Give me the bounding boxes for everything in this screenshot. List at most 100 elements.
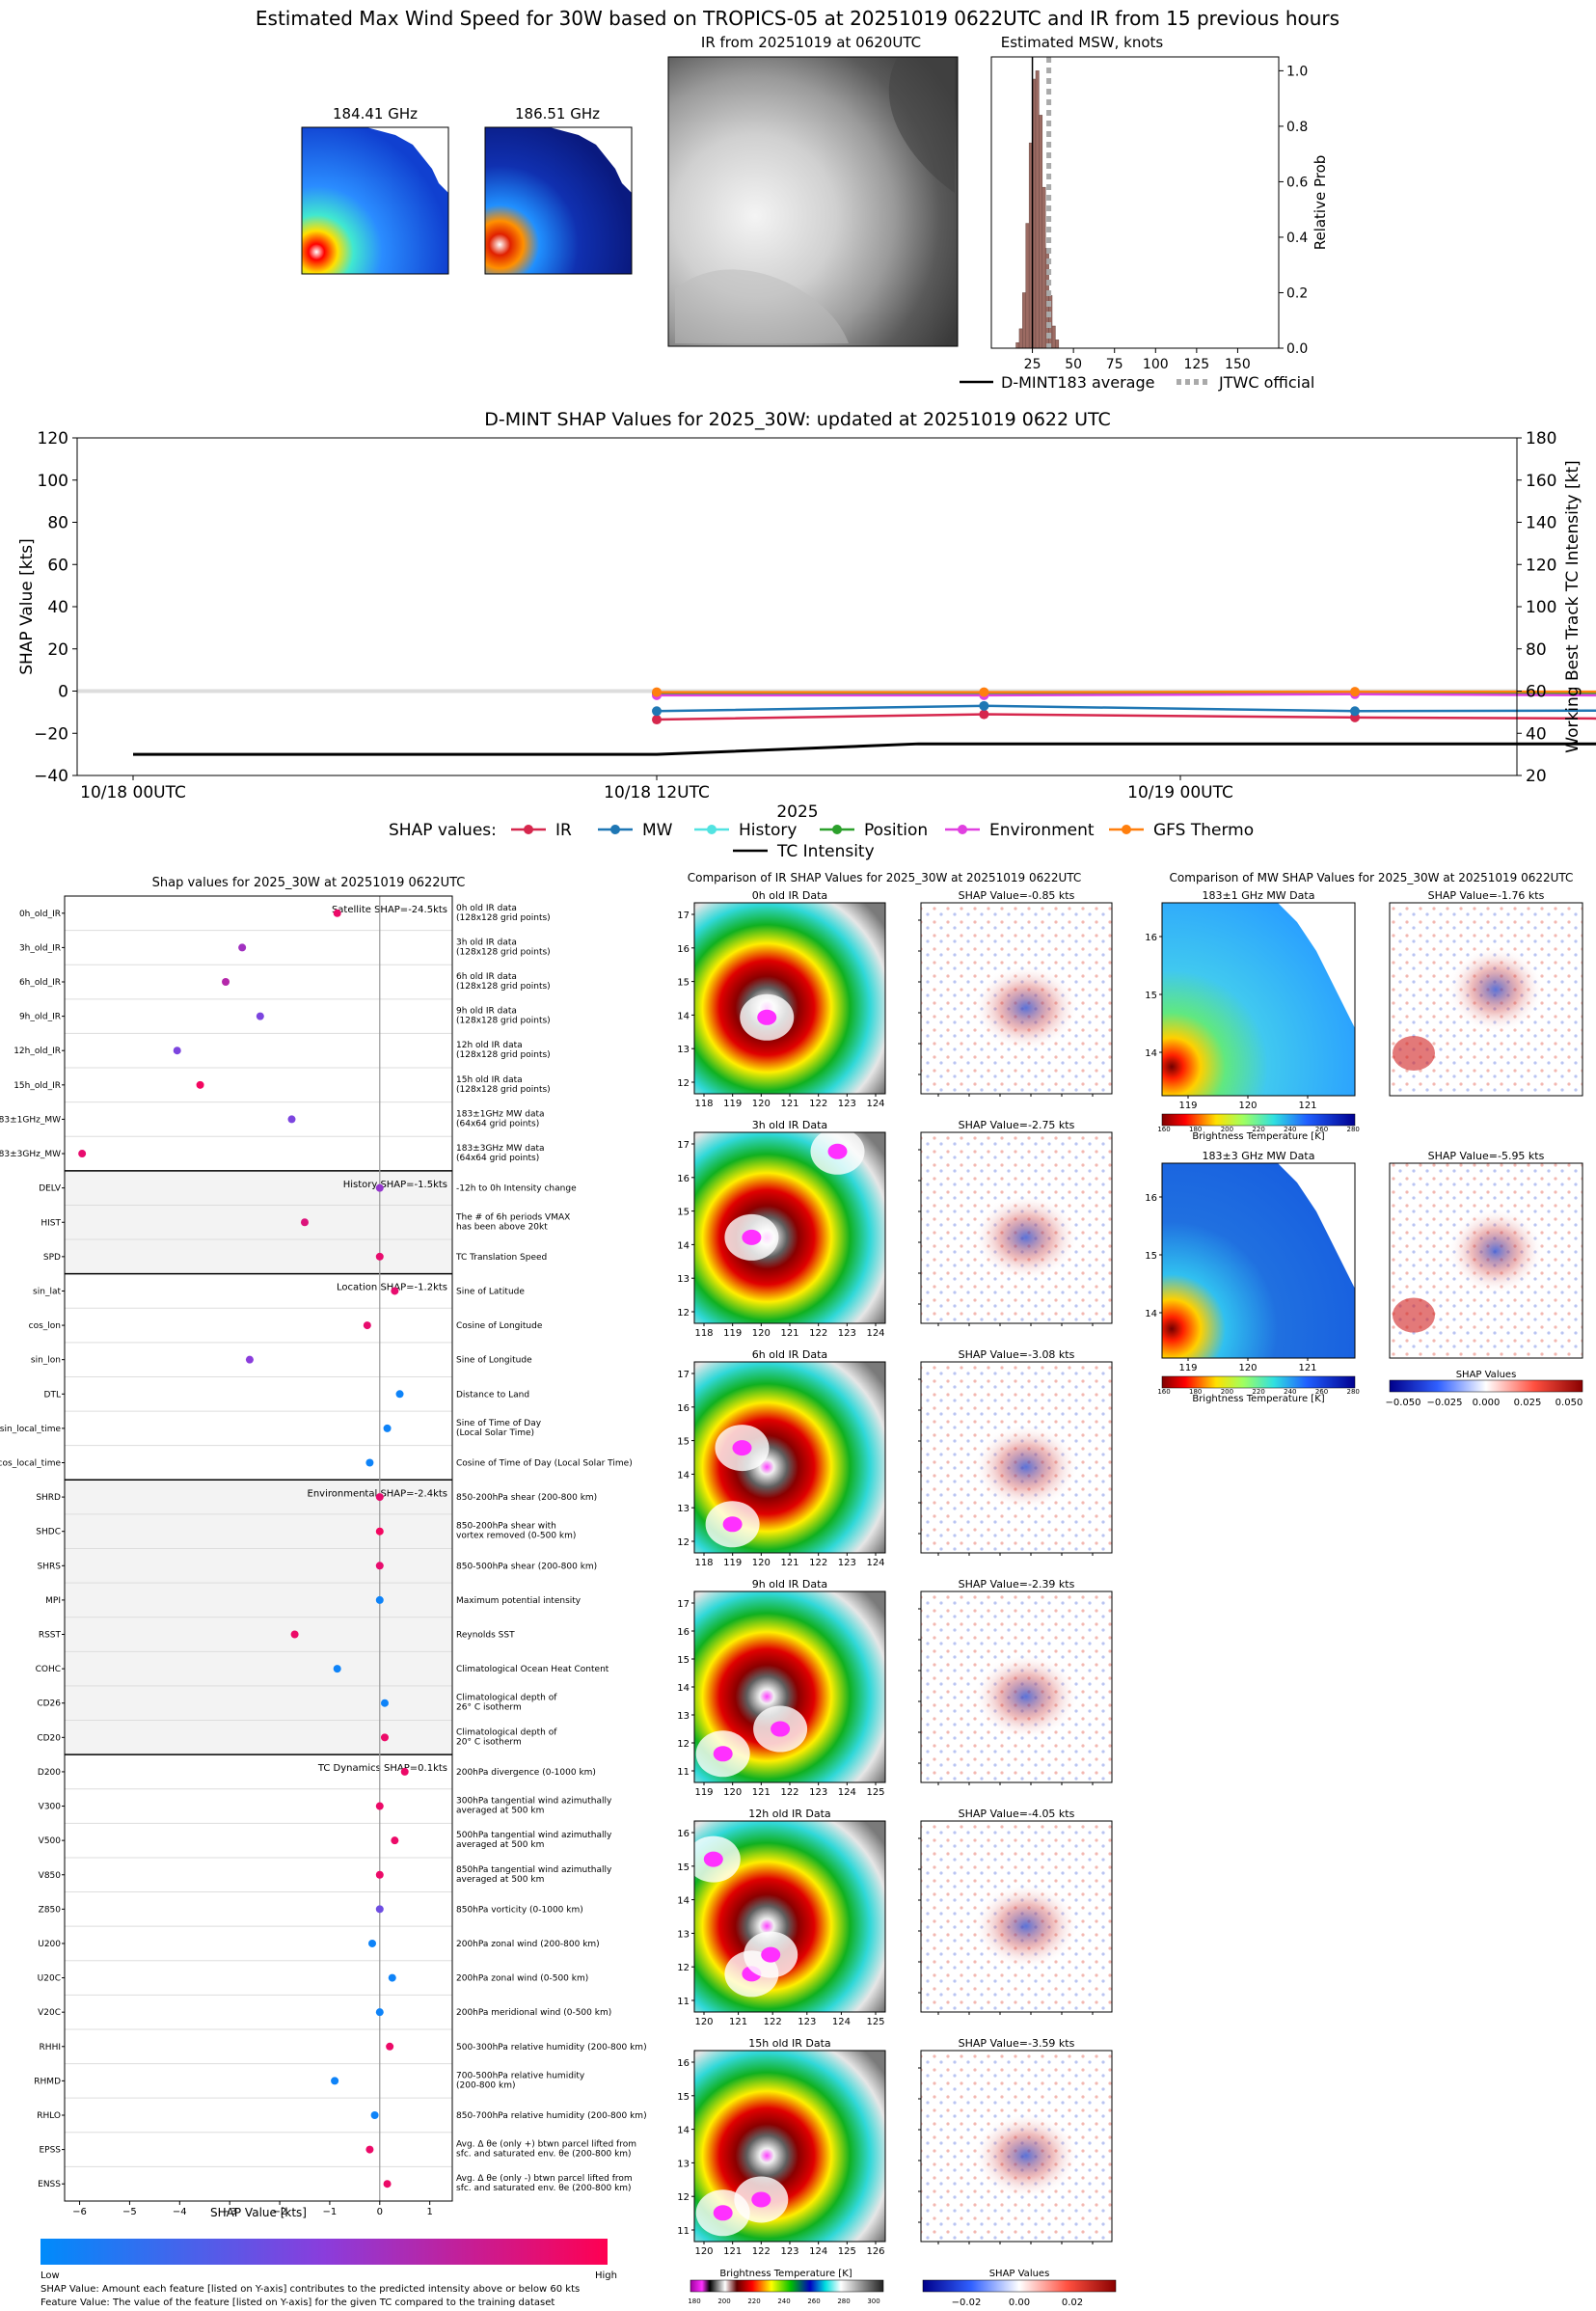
feature-desc: 850hPa vorticity (0-1000 km) <box>456 1905 583 1915</box>
ts-ytick-left-label: 80 <box>47 514 68 533</box>
figure-title: Estimated Max Wind Speed for 30W based o… <box>256 7 1339 30</box>
shap-panel-xlabel: SHAP Value [kts] <box>210 2206 307 2219</box>
ir-xtick-label: 123 <box>809 1787 827 1798</box>
feature-label: SPD <box>43 1253 61 1263</box>
group-label: Environmental SHAP=-2.4kts <box>308 1488 448 1499</box>
ir-coldest-top <box>751 2191 771 2208</box>
ir-ytick-label: 14 <box>677 2126 690 2136</box>
mw-shap-cbar <box>1389 1379 1583 1393</box>
ir-shap-frame <box>920 902 1113 1095</box>
ir-xtick-label: 124 <box>838 1787 856 1798</box>
feature-label: 183±3GHz_MW <box>0 1150 61 1159</box>
group-label: Satellite SHAP=-24.5kts <box>332 905 447 915</box>
mw-shap-cbar-tick-label: 0.000 <box>1473 1398 1501 1408</box>
series-line-mw <box>656 704 1596 713</box>
ir-xtick-label: 124 <box>809 2246 827 2257</box>
ir-xtick-label: 118 <box>694 1099 713 1109</box>
ir-shap-frame <box>920 1591 1113 1783</box>
mw-cbar-tick-label: 280 <box>1347 1126 1360 1133</box>
feature-dot <box>331 2077 339 2085</box>
ts-ytick-right-label: 60 <box>1526 683 1547 702</box>
series-marker <box>979 687 989 697</box>
ts-ytick-left-label: 60 <box>47 556 68 575</box>
feature-dot <box>386 2042 394 2051</box>
mw-data-nodata <box>1278 1163 1355 1289</box>
feature-dot <box>375 1527 384 1536</box>
mw-shap-title: SHAP Value=-1.76 kts <box>1428 889 1545 902</box>
hist-bar <box>1039 115 1043 349</box>
feature-label: CD20 <box>37 1733 61 1743</box>
shap-note-1: SHAP Value: Amount each feature [listed … <box>41 2284 580 2295</box>
ir-shap-frame <box>920 1131 1113 1324</box>
legend-marker <box>958 825 967 834</box>
shap-xtick-label: −1 <box>323 2207 338 2217</box>
hist-bar <box>1051 325 1056 349</box>
ir-ytick-label: 15 <box>677 1437 690 1448</box>
feature-desc: Cosine of Time of Day (Local Solar Time) <box>456 1458 633 1468</box>
msw-hist-ticks: 25 50 75 100 125 150 0.0 0.2 0.4 0.6 0.8 1.0 <box>1024 64 1309 372</box>
ir-ytick-label: 12 <box>677 2192 690 2203</box>
ir-cbar-tick-label: 240 <box>777 2297 790 2305</box>
ir-xtick-label: 119 <box>694 1787 713 1798</box>
ir-shap-frame <box>920 1820 1113 2013</box>
ir-data-title: 3h old IR Data <box>752 1119 827 1131</box>
feature-desc: 3h old IR data <box>456 938 517 947</box>
hist-xtick-label: 25 <box>1024 357 1041 372</box>
feature-dot <box>380 1699 389 1707</box>
mw-shap-cbar-tick-label: −0.025 <box>1426 1398 1462 1408</box>
shap-xtick-label: −4 <box>173 2207 187 2217</box>
feature-dot <box>375 1802 384 1810</box>
ir-coldest-top <box>771 1721 791 1737</box>
feature-desc: 26° C isotherm <box>456 1703 522 1713</box>
feature-desc: (Local Solar Time) <box>456 1428 534 1438</box>
mw-cbar-tick-label: 240 <box>1284 1388 1296 1396</box>
ir-ytick-label: 14 <box>677 1470 690 1481</box>
shap-panel-title: Shap values for 2025_30W at 20251019 062… <box>152 876 466 890</box>
ir-ytick-label: 13 <box>677 1711 690 1722</box>
mw-compare-grid: 183±1 GHz MW Data SHAP Value=-1.76 kts 16 1… <box>1145 889 1583 1408</box>
feature-dot <box>383 2180 392 2189</box>
ir-shap-cbar-tick-label: 0.02 <box>1062 2297 1083 2308</box>
feature-dot <box>391 1836 399 1845</box>
feature-dot <box>375 1870 384 1879</box>
ts-ytick-left-label: 40 <box>47 598 68 617</box>
mw-data-nodata <box>1278 903 1355 1028</box>
ir-data-title: 6h old IR Data <box>752 1348 827 1361</box>
colorbar-high: High <box>595 2270 617 2281</box>
ir-shap-title: SHAP Value=-0.85 kts <box>959 889 1075 902</box>
mw-xtick-label: 120 <box>1238 1101 1257 1111</box>
ts-ytick-right-label: 140 <box>1526 514 1556 533</box>
mw-xtick-label: 120 <box>1238 1363 1257 1373</box>
ir-cbar-tick-label: 280 <box>837 2297 850 2305</box>
ir-cbar-label: Brightness Temperature [K] <box>719 2269 852 2279</box>
feature-dot <box>196 1080 204 1089</box>
feature-dot <box>333 1665 341 1673</box>
ir-xtick-label: 120 <box>752 1558 771 1568</box>
feature-dot <box>383 1424 392 1432</box>
ir-shap-title: SHAP Value=-3.59 kts <box>959 2037 1075 2050</box>
mw-shap-core <box>1447 1207 1544 1294</box>
timeseries-frame <box>76 437 1518 776</box>
feature-desc: (128x128 grid points) <box>456 1085 551 1095</box>
timeseries-ylabel-right: Working Best Track TC Intensity [kt] <box>1563 460 1582 753</box>
mw-cbar-tick-label: 180 <box>1189 1126 1202 1133</box>
mw-shap-core <box>1447 946 1544 1033</box>
mw-shap-cbar-label: SHAP Values <box>1456 1370 1517 1380</box>
msw-histogram <box>1015 57 1060 349</box>
feature-desc: averaged at 500 km <box>456 1807 544 1816</box>
feature-desc: 9h old IR data <box>456 1007 517 1017</box>
series-line-ir <box>656 713 1596 721</box>
timeseries-xlabel: 2025 <box>776 802 818 822</box>
shap-panel-frame <box>64 895 453 2202</box>
ir-xtick-label: 118 <box>694 1558 713 1568</box>
feature-desc: 15h old IR data <box>456 1075 523 1085</box>
feature-dot <box>375 1183 384 1192</box>
legend-label-history: History <box>739 821 797 840</box>
ir-ytick-label: 13 <box>677 1274 690 1285</box>
group-label: TC Dynamics SHAP=0.1kts <box>317 1763 447 1774</box>
feature-label: RHLO <box>37 2111 61 2121</box>
mw-ytick-label: 16 <box>1145 933 1157 943</box>
ir-shap-title: SHAP Value=-4.05 kts <box>959 1808 1075 1820</box>
ir-xtick-label: 120 <box>752 1099 771 1109</box>
ir-xtick-label: 125 <box>866 2017 884 2027</box>
